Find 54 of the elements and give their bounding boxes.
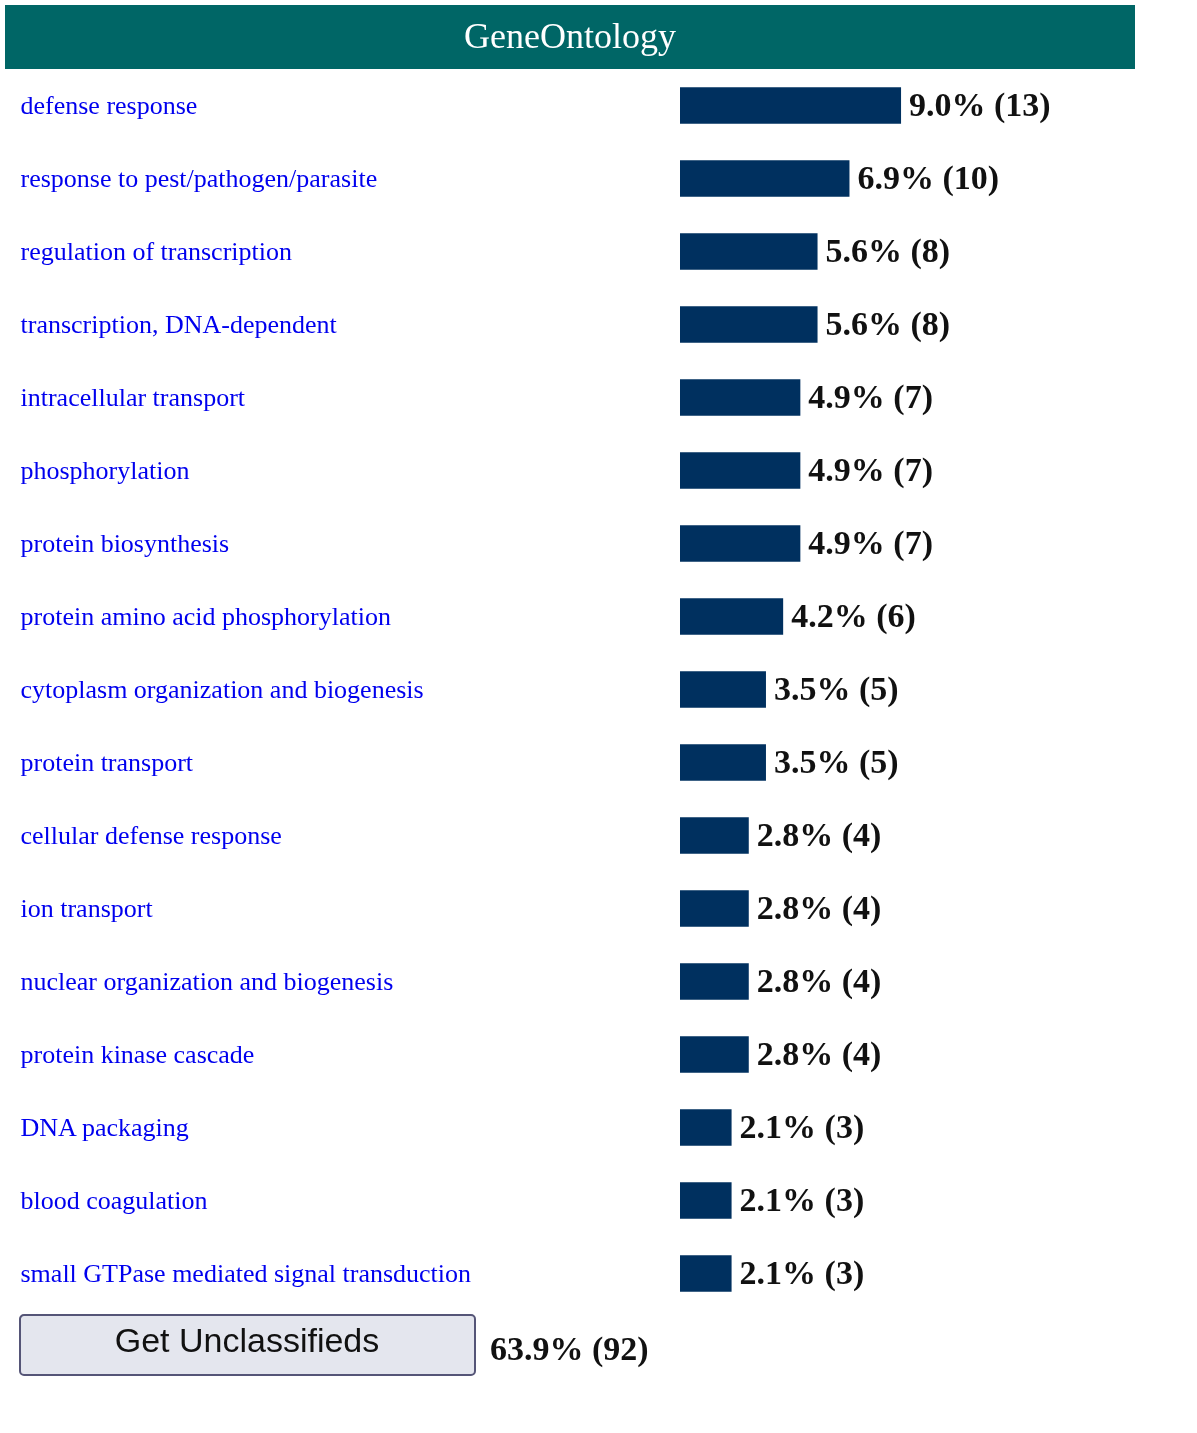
bar [680, 1255, 732, 1292]
bar [680, 525, 801, 562]
bar [680, 817, 749, 854]
y-tick-label: nuclear organization and biogenesis [20, 966, 394, 996]
bar [680, 379, 801, 416]
y-tick-label: defense response [20, 90, 198, 120]
data-label: 2.8% (4) [756, 961, 882, 1000]
data-label: 2.1% (3) [739, 1107, 865, 1146]
y-tick-label: phosphorylation [20, 455, 190, 485]
y-tick-label: cellular defense response [20, 820, 282, 850]
data-label: 9.0% (13) [909, 85, 1051, 124]
bar [680, 963, 749, 1000]
data-label: 2.8% (4) [756, 1034, 882, 1073]
bar [680, 160, 850, 197]
text: 63.9% (92) [490, 1330, 649, 1368]
data-label: 4.9% (7) [808, 450, 934, 489]
bar [680, 598, 784, 635]
bar [680, 671, 766, 708]
text: Get Unclassifieds [114, 1321, 380, 1359]
data-label: 3.5% (5) [773, 669, 899, 708]
bar [680, 87, 902, 124]
y-tick-label: regulation of transcription [20, 236, 292, 266]
bar [680, 452, 801, 489]
bar [680, 233, 818, 270]
y-tick-label: protein amino acid phosphorylation [20, 601, 391, 631]
data-label: 5.6% (8) [825, 231, 951, 270]
bar [680, 1182, 732, 1219]
y-tick-label: protein transport [20, 747, 194, 777]
y-tick-label: blood coagulation [20, 1185, 208, 1215]
data-label: 6.9% (10) [857, 158, 1000, 197]
bar [680, 744, 766, 781]
bar [680, 890, 749, 927]
y-tick-label: protein biosynthesis [20, 528, 230, 558]
data-label: 2.8% (4) [756, 815, 882, 854]
y-tick-label: small GTPase mediated signal transduction [20, 1258, 472, 1288]
y-tick-label: DNA packaging [20, 1112, 189, 1142]
data-label: 2.1% (3) [739, 1180, 865, 1219]
data-label: 4.2% (6) [791, 596, 916, 635]
data-label: 4.9% (7) [808, 523, 934, 562]
y-tick-label: transcription, DNA-dependent [20, 309, 338, 339]
bar [680, 1109, 732, 1146]
y-tick-label: intracellular transport [20, 382, 246, 412]
data-label: 4.9% (7) [808, 377, 934, 416]
y-tick-label: response to pest/pathogen/parasite [20, 163, 378, 193]
bar [680, 1036, 749, 1073]
data-label: 2.8% (4) [756, 888, 882, 927]
y-tick-label: cytoplasm organization and biogenesis [20, 674, 424, 704]
y-tick-label: protein kinase cascade [20, 1039, 255, 1069]
data-label: 5.6% (8) [825, 304, 951, 343]
data-label: 3.5% (5) [773, 742, 899, 781]
data-label: 2.1% (3) [739, 1253, 865, 1292]
chart-title: GeneOntology [464, 16, 676, 56]
bar [680, 306, 818, 343]
y-tick-label: ion transport [20, 893, 154, 923]
